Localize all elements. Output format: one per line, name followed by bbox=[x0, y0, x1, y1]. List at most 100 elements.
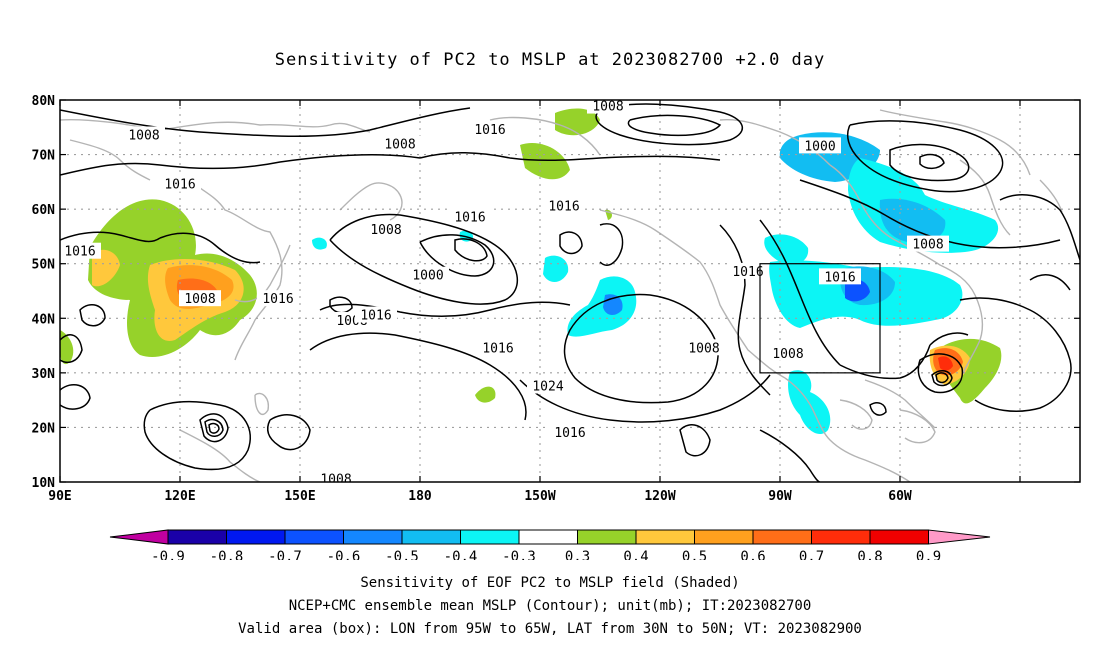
contour-label-bg bbox=[587, 100, 629, 114]
contour-label-bg bbox=[767, 344, 809, 361]
coastlines bbox=[60, 109, 1063, 482]
coastline-segment bbox=[234, 244, 291, 303]
coastline-segment bbox=[879, 109, 1031, 176]
contour-label: 1016 bbox=[548, 199, 579, 214]
contour-label-bg bbox=[123, 126, 165, 143]
lat-lon-grid bbox=[60, 100, 1080, 482]
contour-label: 1016 bbox=[164, 178, 195, 193]
contour-label: 1008 bbox=[184, 292, 215, 307]
isobar bbox=[79, 303, 106, 327]
contour-label: 1016 bbox=[262, 292, 293, 307]
contour-label: 1008 bbox=[912, 238, 943, 253]
isobar bbox=[799, 179, 1061, 249]
contour-label-bg bbox=[407, 266, 449, 283]
chart-title: Sensitivity of PC2 to MSLP at 2023082700… bbox=[274, 50, 826, 70]
lat-label: 20N bbox=[32, 421, 56, 436]
contour-label: 1024 bbox=[532, 380, 563, 395]
sensitivity-blob bbox=[475, 386, 496, 403]
map-frame bbox=[59, 99, 1081, 483]
contour-label: 1016 bbox=[482, 341, 513, 356]
isobar bbox=[929, 332, 969, 346]
colorbar-label: 0.7 bbox=[799, 549, 824, 560]
isobar bbox=[208, 422, 220, 434]
contour-label: 1016 bbox=[824, 270, 855, 285]
colorbar-label: 0.9 bbox=[916, 549, 941, 560]
isobar bbox=[419, 234, 495, 277]
colorbar-swatch bbox=[460, 529, 520, 545]
coastline-segment bbox=[254, 392, 270, 415]
isobar bbox=[60, 154, 421, 176]
contour-label: 1016 bbox=[474, 123, 505, 138]
sensitivity-blob bbox=[879, 198, 946, 244]
colorbar-swatch bbox=[518, 529, 578, 545]
lat-label: 60N bbox=[32, 203, 56, 218]
lat-label: 70N bbox=[32, 149, 56, 164]
map-panel: 1008 1008 1008 1000 1016 1016 1016 1016 1008 1000… bbox=[32, 94, 1081, 560]
sensitivity-blob bbox=[60, 330, 74, 365]
contour-label: 1008 bbox=[320, 472, 351, 487]
contour-label: 1008 bbox=[384, 138, 415, 153]
colorbar-swatch bbox=[401, 529, 461, 545]
lon-label: 90W bbox=[768, 489, 792, 504]
isobar bbox=[759, 219, 841, 366]
contour-label: 1008 bbox=[370, 223, 401, 238]
contour-label-bg bbox=[727, 262, 769, 279]
colorbar-label: -0.5 bbox=[385, 549, 419, 560]
isobar bbox=[329, 296, 353, 314]
contour-label-bg bbox=[179, 290, 221, 307]
coastline-segment bbox=[784, 377, 911, 482]
coastline-segment bbox=[864, 379, 936, 429]
contour-label-bg bbox=[355, 306, 397, 323]
colorbar-swatch bbox=[869, 529, 929, 545]
isobar bbox=[917, 353, 964, 394]
lon-label: 90E bbox=[48, 489, 71, 504]
coastline-segment bbox=[179, 429, 261, 482]
lon-label: 150W bbox=[524, 489, 555, 504]
colorbar-label: -0.9 bbox=[151, 549, 185, 560]
colorbar-swatch bbox=[343, 529, 403, 545]
contour-label-bg bbox=[907, 235, 949, 252]
isobar bbox=[919, 153, 945, 170]
colorbar-labels: -0.9 -0.8 -0.7 -0.6 -0.5 -0.4 -0.3 0.3 0.4 0.5 0.6… bbox=[151, 549, 941, 560]
isobar bbox=[595, 103, 743, 146]
axis-ticks bbox=[59, 99, 1080, 483]
isobar bbox=[60, 383, 91, 410]
contour-label-bg bbox=[257, 290, 299, 307]
contour-label: 1000 bbox=[412, 269, 443, 284]
isobar bbox=[931, 370, 953, 387]
caption-line-2: NCEP+CMC ensemble mean MSLP (Contour); u… bbox=[288, 598, 812, 614]
isobar bbox=[60, 231, 161, 243]
contour-label-bg bbox=[527, 377, 569, 394]
colorbar-label: -0.8 bbox=[210, 549, 244, 560]
isobar bbox=[847, 120, 1004, 193]
contour-label-bg bbox=[819, 268, 861, 285]
contour-labels: 1008 1008 1008 1000 1016 1016 1016 1016 1008 1000… bbox=[60, 100, 949, 487]
coastline-segment bbox=[189, 179, 283, 361]
lat-label: 50N bbox=[32, 258, 56, 273]
contour-label-bg bbox=[449, 208, 491, 225]
coastline-segment bbox=[899, 409, 936, 444]
contour-label-bg bbox=[60, 242, 101, 259]
coastline-segment bbox=[339, 182, 403, 221]
colorbar-label: -0.3 bbox=[502, 549, 536, 560]
sensitivity-blob bbox=[764, 234, 809, 265]
latitude-labels: 80N 70N 60N 50N 40N 30N 20N 10N bbox=[32, 94, 56, 491]
sensitivity-blob bbox=[920, 295, 946, 320]
isobar bbox=[60, 334, 83, 363]
isobar bbox=[599, 223, 624, 266]
contour-label: 1016 bbox=[454, 210, 485, 225]
colorbar-swatch bbox=[226, 529, 286, 545]
contour-label: 1008 bbox=[688, 341, 719, 356]
isobar bbox=[329, 213, 519, 305]
sensitivity-blob bbox=[92, 249, 120, 287]
mslp-contours bbox=[60, 103, 1080, 482]
colorbar-label: 0.8 bbox=[857, 549, 882, 560]
sensitivity-blob bbox=[312, 237, 327, 250]
isobar bbox=[143, 400, 251, 471]
contour-label-bg bbox=[315, 470, 357, 482]
lat-label: 80N bbox=[32, 94, 56, 109]
isobar bbox=[199, 413, 229, 443]
contour-label-bg bbox=[549, 423, 591, 440]
contour-label: 1016 bbox=[732, 265, 763, 280]
contour-label: 1016 bbox=[554, 426, 585, 441]
